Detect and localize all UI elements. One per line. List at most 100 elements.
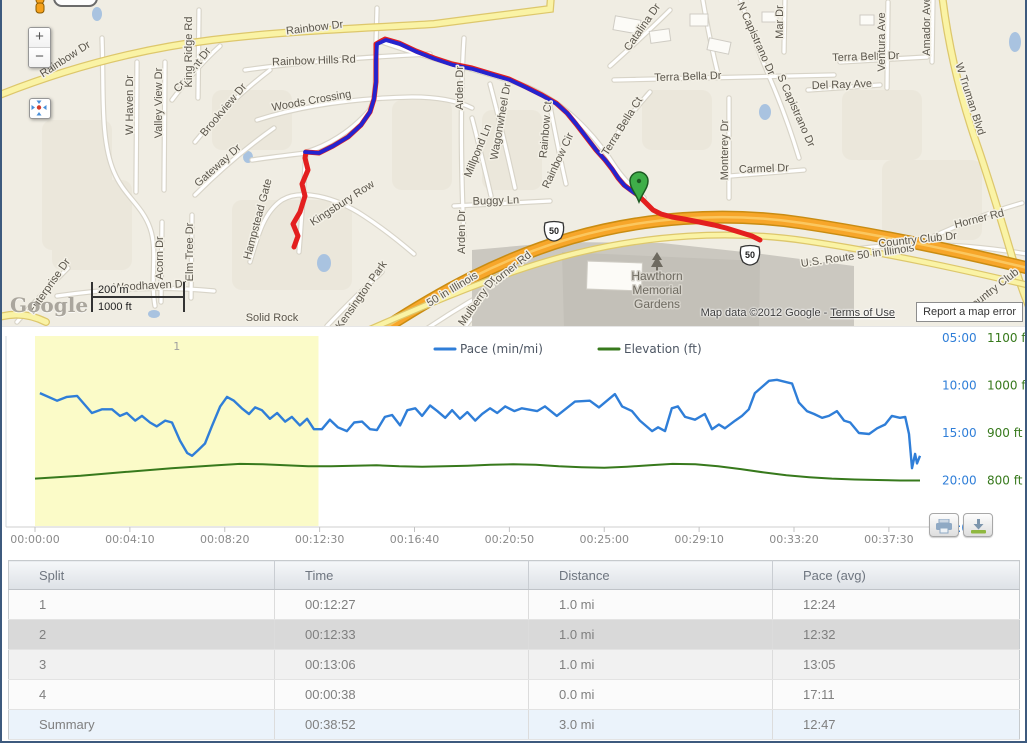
street-label: Solid Rock — [246, 312, 299, 324]
map-block — [482, 110, 542, 190]
road — [738, 0, 801, 160]
x-tick-label: 00:08:20 — [200, 533, 249, 546]
x-tick-label: 00:12:30 — [295, 533, 344, 546]
table-cell: 00:12:27 — [274, 589, 529, 620]
splits-table: Split Time Distance Pace (avg) 1 00:12:27 1.0… — [8, 560, 1020, 740]
poi-line2: Memorial — [632, 283, 681, 297]
street-label: Terra Bella Dr — [832, 50, 900, 64]
table-cell: 00:38:52 — [274, 709, 529, 740]
road — [606, 90, 652, 150]
table-cell: 1.0 mi — [528, 649, 773, 680]
table-cell: 00:12:33 — [274, 619, 529, 650]
street-label: King Ridge Rd — [183, 17, 195, 88]
download-button[interactable] — [963, 513, 993, 537]
poi-line3: Gardens — [634, 297, 680, 311]
table-cell: 12:32 — [772, 619, 1020, 650]
printer-icon — [936, 519, 952, 534]
road — [459, 36, 466, 240]
road — [196, 8, 201, 100]
road — [193, 68, 272, 144]
recenter-button[interactable] — [29, 98, 51, 119]
us50-shield-shape — [739, 244, 761, 266]
terms-of-use-link[interactable]: Terms of Use — [830, 307, 895, 319]
street-label: W Haven Dr — [124, 75, 136, 135]
zoom-in-button[interactable]: + — [29, 28, 50, 48]
column-header: Time — [274, 560, 529, 590]
map-block — [52, 180, 132, 270]
split-band-label: 1 — [173, 340, 180, 353]
table-row[interactable]: 1 00:12:27 1.0 mi 12:24 — [8, 589, 1020, 620]
x-tick-label: 00:33:20 — [769, 533, 818, 546]
building — [689, 13, 709, 27]
yellow-road — [939, 0, 1025, 305]
recenter-icon — [31, 100, 47, 116]
map-block — [842, 90, 922, 160]
street-label: Amador Ave — [921, 0, 933, 56]
route-shields: 50 50 — [543, 220, 761, 266]
street-label: Acorn Dr — [154, 236, 166, 280]
table-cell: Summary — [8, 709, 275, 740]
table-row[interactable]: 3 00:13:06 1.0 mi 13:05 — [8, 649, 1020, 680]
road — [470, 116, 493, 198]
road — [782, 0, 787, 54]
road — [612, 73, 836, 82]
chart-legend: Pace (min/mi) Elevation (ft) — [433, 342, 702, 356]
report-map-error-link[interactable]: Report a map error — [916, 302, 1023, 322]
zoom-out-button[interactable]: − — [29, 48, 50, 67]
map-attribution: Map data ©2012 Google - Terms of Use — [701, 307, 895, 319]
building — [648, 28, 672, 44]
us50-shield-number: 50 — [549, 226, 559, 236]
road — [452, 199, 552, 208]
road — [162, 60, 167, 192]
map-control-partial[interactable] — [53, 0, 98, 7]
elevation-tick-label: 1100 ft — [987, 331, 1025, 345]
x-tick-label: 00:37:30 — [864, 533, 913, 546]
poi-label-group: Hawthorn Memorial Gardens — [630, 268, 684, 313]
column-header: Pace (avg) — [772, 560, 1020, 590]
table-cell: 0.0 mi — [528, 679, 773, 710]
street-label: Arden Dr — [454, 66, 466, 110]
pace-tick-label: 05:00 — [942, 331, 977, 345]
street-label: Ventura Ave — [876, 12, 888, 71]
map-data-text: Map data ©2012 Google - — [700, 307, 828, 319]
x-axis-labels: 00:00:00 00:04:10 00:08:20 00:12:30 00:16:40… — [10, 533, 913, 546]
x-tick-label: 00:20:50 — [485, 533, 534, 546]
road — [608, 8, 672, 68]
table-cell: 2 — [8, 619, 275, 650]
table-cell: 13:05 — [772, 649, 1020, 680]
pace-series-line — [39, 378, 922, 470]
table-row[interactable]: Summary 00:38:52 3.0 mi 12:47 — [8, 709, 1020, 740]
table-row[interactable]: 4 00:00:38 0.0 mi 17:11 — [8, 679, 1020, 710]
elevation-axis-labels: 1100 ft 1000 ft 900 ft 800 ft — [987, 331, 1025, 488]
x-tick-label: 00:04:10 — [105, 533, 154, 546]
street-label: Buggy Ln — [472, 194, 519, 208]
road — [728, 168, 806, 178]
road — [806, 83, 882, 92]
road — [170, 44, 222, 102]
us50-shield-icon: 50 — [739, 244, 761, 266]
elevation-tick-label: 900 ft — [987, 426, 1023, 440]
elevation-legend-label[interactable]: Elevation (ft) — [624, 342, 702, 356]
pegman-icon[interactable] — [35, 0, 45, 14]
road — [134, 60, 139, 194]
x-tick-label: 00:16:40 — [390, 533, 439, 546]
building — [859, 14, 875, 26]
road — [325, 270, 384, 326]
pace-legend-label[interactable]: Pace (min/mi) — [460, 342, 543, 356]
tree-icon — [651, 252, 663, 271]
map-pin-icon[interactable] — [629, 171, 649, 205]
table-cell: 00:13:06 — [274, 649, 529, 680]
table-cell: 12:47 — [772, 709, 1020, 740]
road — [255, 95, 474, 122]
google-logo[interactable]: Google — [10, 293, 89, 317]
elevation-tick-label: 800 ft — [987, 474, 1023, 488]
table-row[interactable]: 2 00:12:33 1.0 mi 12:32 — [8, 619, 1020, 650]
pond — [759, 104, 771, 120]
poi-line1: Hawthorn — [631, 269, 682, 283]
street-label: Woodhaven Dr — [113, 278, 187, 294]
print-button[interactable] — [929, 513, 959, 537]
street-label: Mar Dr — [774, 5, 786, 39]
